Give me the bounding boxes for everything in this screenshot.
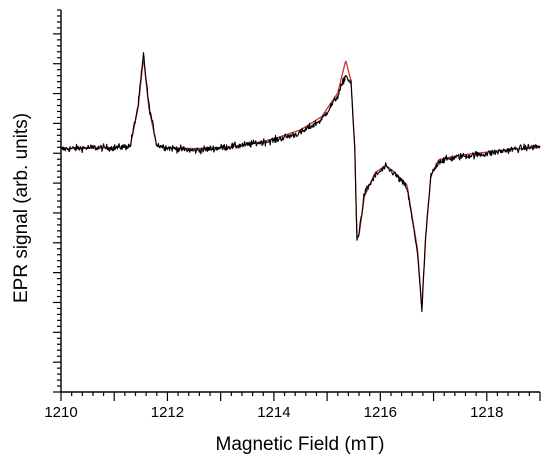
x-tick-label: 1218: [470, 404, 503, 421]
axes: 1210 1212 1214 1216 1218: [44, 9, 541, 421]
y-axis-title: EPR signal (arb. units): [11, 113, 32, 303]
x-tick-label: 1216: [364, 404, 397, 421]
x-axis-title: Magnetic Field (mT): [216, 434, 385, 455]
fit-trace: [60, 59, 541, 310]
measured-trace: [60, 52, 541, 313]
plot-area: [60, 52, 541, 313]
x-tick-label: 1210: [44, 404, 77, 421]
x-tick-label: 1214: [257, 404, 290, 421]
x-tick-label: 1212: [151, 404, 184, 421]
